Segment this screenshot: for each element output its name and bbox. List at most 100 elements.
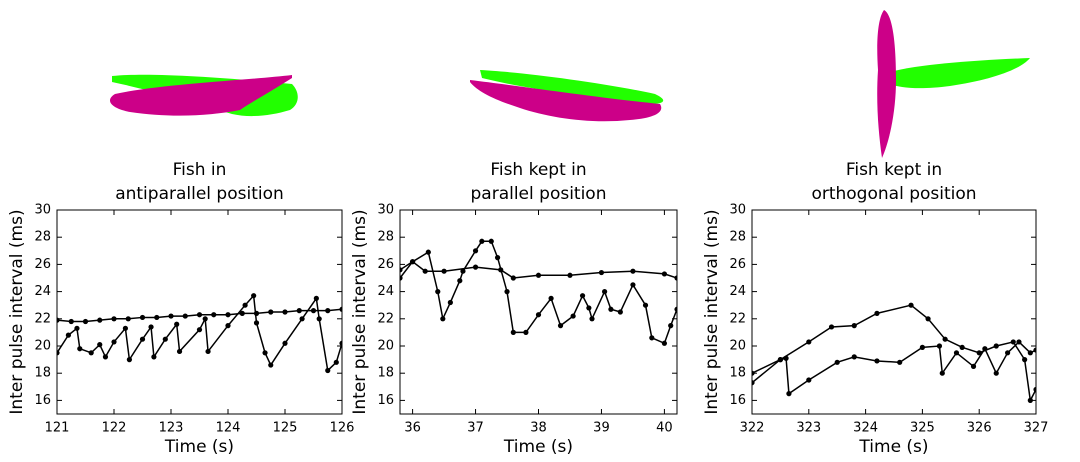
point: [1027, 350, 1033, 356]
point: [88, 350, 94, 356]
y-tick-label: 28: [729, 230, 746, 245]
point: [151, 354, 157, 360]
y-tick-label: 16: [729, 393, 746, 408]
point: [111, 316, 117, 322]
x-tick-label: 40: [656, 421, 673, 436]
fish-magenta: [110, 75, 292, 116]
point: [661, 271, 668, 277]
point: [262, 350, 268, 356]
point: [897, 359, 903, 365]
point: [211, 312, 217, 318]
point: [102, 354, 109, 360]
point: [1022, 357, 1028, 363]
fish-magenta: [470, 80, 662, 122]
x-tick-label: 123: [159, 421, 184, 436]
point: [668, 323, 674, 329]
point: [242, 302, 248, 308]
x-tick-label: 322: [740, 421, 765, 436]
point: [299, 316, 305, 322]
point: [608, 306, 614, 312]
point: [457, 278, 463, 284]
point: [602, 289, 608, 295]
point: [400, 267, 403, 273]
x-tick-label: 327: [1024, 421, 1049, 436]
x-tick-label: 36: [404, 421, 421, 436]
x-tick-label: 37: [467, 421, 484, 436]
fish-antiparallel: [110, 74, 298, 117]
y-tick-label: 20: [729, 339, 746, 354]
point: [970, 363, 977, 369]
point: [1033, 347, 1036, 353]
point: [125, 316, 131, 322]
y-tick-label: 30: [377, 203, 394, 218]
point: [806, 339, 812, 345]
point: [296, 308, 302, 314]
point: [268, 362, 274, 368]
y-tick-label: 28: [34, 230, 51, 245]
point: [494, 255, 501, 261]
point: [851, 323, 857, 329]
point: [182, 313, 188, 319]
point: [1027, 397, 1033, 403]
point: [225, 323, 231, 329]
point: [523, 329, 529, 335]
point: [447, 299, 453, 306]
series-line: [752, 340, 1036, 395]
point: [196, 312, 203, 318]
point: [510, 329, 516, 335]
point: [122, 325, 128, 331]
point: [162, 336, 168, 342]
point: [783, 355, 789, 361]
point: [630, 282, 636, 288]
y-tick-label: 18: [34, 366, 51, 381]
chart-title: Fish kept in: [490, 160, 586, 180]
x-axis-label: Time (s): [503, 437, 573, 457]
y-tick-label: 20: [34, 339, 51, 354]
point: [339, 340, 342, 346]
point: [174, 321, 180, 327]
point: [479, 238, 485, 244]
x-tick-label: 126: [330, 421, 355, 436]
point: [942, 336, 948, 342]
point: [851, 354, 857, 360]
point: [57, 350, 60, 356]
x-axis-label: Time (s): [858, 437, 928, 457]
point: [982, 346, 988, 352]
point: [154, 314, 160, 321]
point: [617, 309, 623, 315]
plot-area: [752, 302, 1036, 403]
point: [57, 317, 60, 323]
point: [126, 357, 132, 363]
point: [333, 359, 339, 365]
fish-green: [480, 70, 664, 104]
point: [168, 313, 174, 319]
y-tick-label: 22: [729, 311, 746, 326]
x-tick-label: 39: [593, 421, 610, 436]
point: [874, 310, 880, 316]
point: [310, 308, 317, 314]
point: [282, 340, 288, 346]
point: [472, 248, 479, 254]
chart-title: antiparallel position: [115, 184, 284, 204]
point: [68, 318, 74, 325]
y-tick-label: 18: [729, 366, 746, 381]
point: [752, 380, 755, 386]
chart-title: Fish kept in: [846, 160, 942, 180]
point: [908, 302, 914, 308]
point: [674, 275, 677, 281]
y-tick-label: 26: [34, 257, 51, 272]
point: [777, 357, 784, 363]
point: [82, 318, 89, 325]
point: [919, 344, 926, 350]
y-tick-label: 24: [34, 284, 51, 299]
point: [202, 316, 208, 322]
fish-magenta: [877, 10, 896, 158]
y-tick-label: 24: [377, 284, 394, 299]
y-tick-label: 28: [377, 230, 394, 245]
point: [65, 332, 71, 338]
x-tick-label: 122: [102, 421, 127, 436]
x-tick-label: 125: [273, 421, 298, 436]
y-axis-label: Inter pulse interval (ms): [702, 209, 722, 414]
point: [316, 316, 322, 322]
